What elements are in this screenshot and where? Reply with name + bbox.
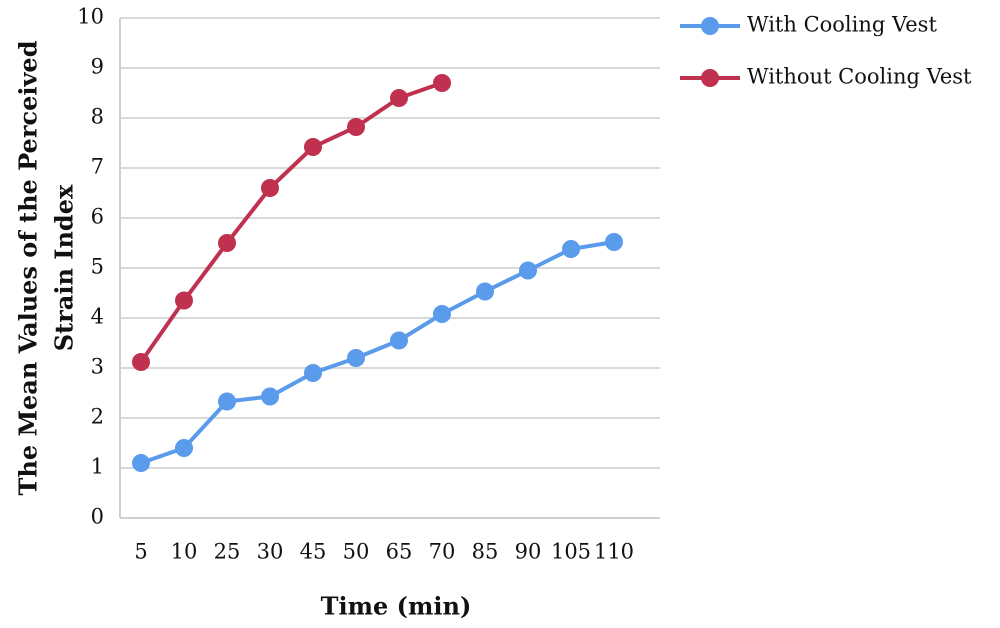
x-tick-label: 10 bbox=[171, 540, 198, 564]
y-tick-label: 4 bbox=[91, 305, 104, 329]
data-point bbox=[175, 291, 193, 310]
data-point bbox=[433, 74, 451, 92]
x-tick-label: 65 bbox=[386, 540, 413, 564]
data-point bbox=[390, 331, 408, 350]
y-axis-title-line: The Mean Values of the Perceived bbox=[14, 40, 43, 495]
x-tick-label: 85 bbox=[472, 540, 499, 564]
data-point bbox=[562, 240, 580, 258]
y-tick-label: 7 bbox=[91, 155, 104, 179]
x-tick-label: 25 bbox=[214, 540, 241, 564]
y-tick-label: 2 bbox=[91, 405, 104, 429]
x-tick-label: 105 bbox=[551, 540, 591, 564]
data-point bbox=[218, 392, 236, 411]
data-point bbox=[218, 234, 236, 252]
y-axis-title-line: Strain Index bbox=[50, 184, 79, 351]
x-tick-label: 70 bbox=[429, 540, 456, 564]
y-tick-label: 9 bbox=[91, 55, 104, 79]
y-tick-label: 10 bbox=[77, 5, 104, 29]
x-tick-label: 30 bbox=[257, 540, 284, 564]
x-axis-title: Time (min) bbox=[321, 592, 472, 621]
data-point bbox=[261, 179, 279, 197]
data-point bbox=[476, 282, 494, 301]
data-point bbox=[347, 349, 365, 367]
data-point bbox=[304, 138, 322, 156]
data-point bbox=[261, 387, 279, 406]
data-point bbox=[390, 89, 408, 107]
x-tick-label: 110 bbox=[594, 540, 634, 564]
y-tick-label: 0 bbox=[91, 505, 104, 529]
x-tick-label: 90 bbox=[515, 540, 542, 564]
y-tick-label: 1 bbox=[91, 455, 104, 479]
data-point bbox=[132, 353, 150, 371]
data-point bbox=[175, 439, 193, 457]
y-tick-label: 8 bbox=[91, 105, 104, 129]
legend-marker bbox=[701, 17, 719, 35]
y-axis-title: The Mean Values of the Perceived Strain … bbox=[14, 40, 79, 495]
y-tick-label: 3 bbox=[91, 355, 104, 379]
legend-marker bbox=[701, 69, 719, 87]
x-tick-label: 50 bbox=[343, 540, 370, 564]
x-tick-label: 45 bbox=[300, 540, 327, 564]
data-point bbox=[132, 454, 150, 472]
data-point bbox=[605, 233, 623, 251]
series-line bbox=[139, 81, 443, 364]
data-point bbox=[433, 305, 451, 323]
legend-label: With Cooling Vest bbox=[747, 13, 937, 37]
y-tick-label: 5 bbox=[91, 255, 104, 279]
series-line bbox=[140, 240, 615, 465]
data-point bbox=[304, 364, 322, 382]
x-tick-label: 5 bbox=[134, 540, 147, 564]
data-point bbox=[347, 118, 365, 136]
y-tick-label: 6 bbox=[91, 205, 104, 229]
legend-label: Without Cooling Vest bbox=[747, 65, 972, 89]
data-point bbox=[519, 261, 537, 280]
